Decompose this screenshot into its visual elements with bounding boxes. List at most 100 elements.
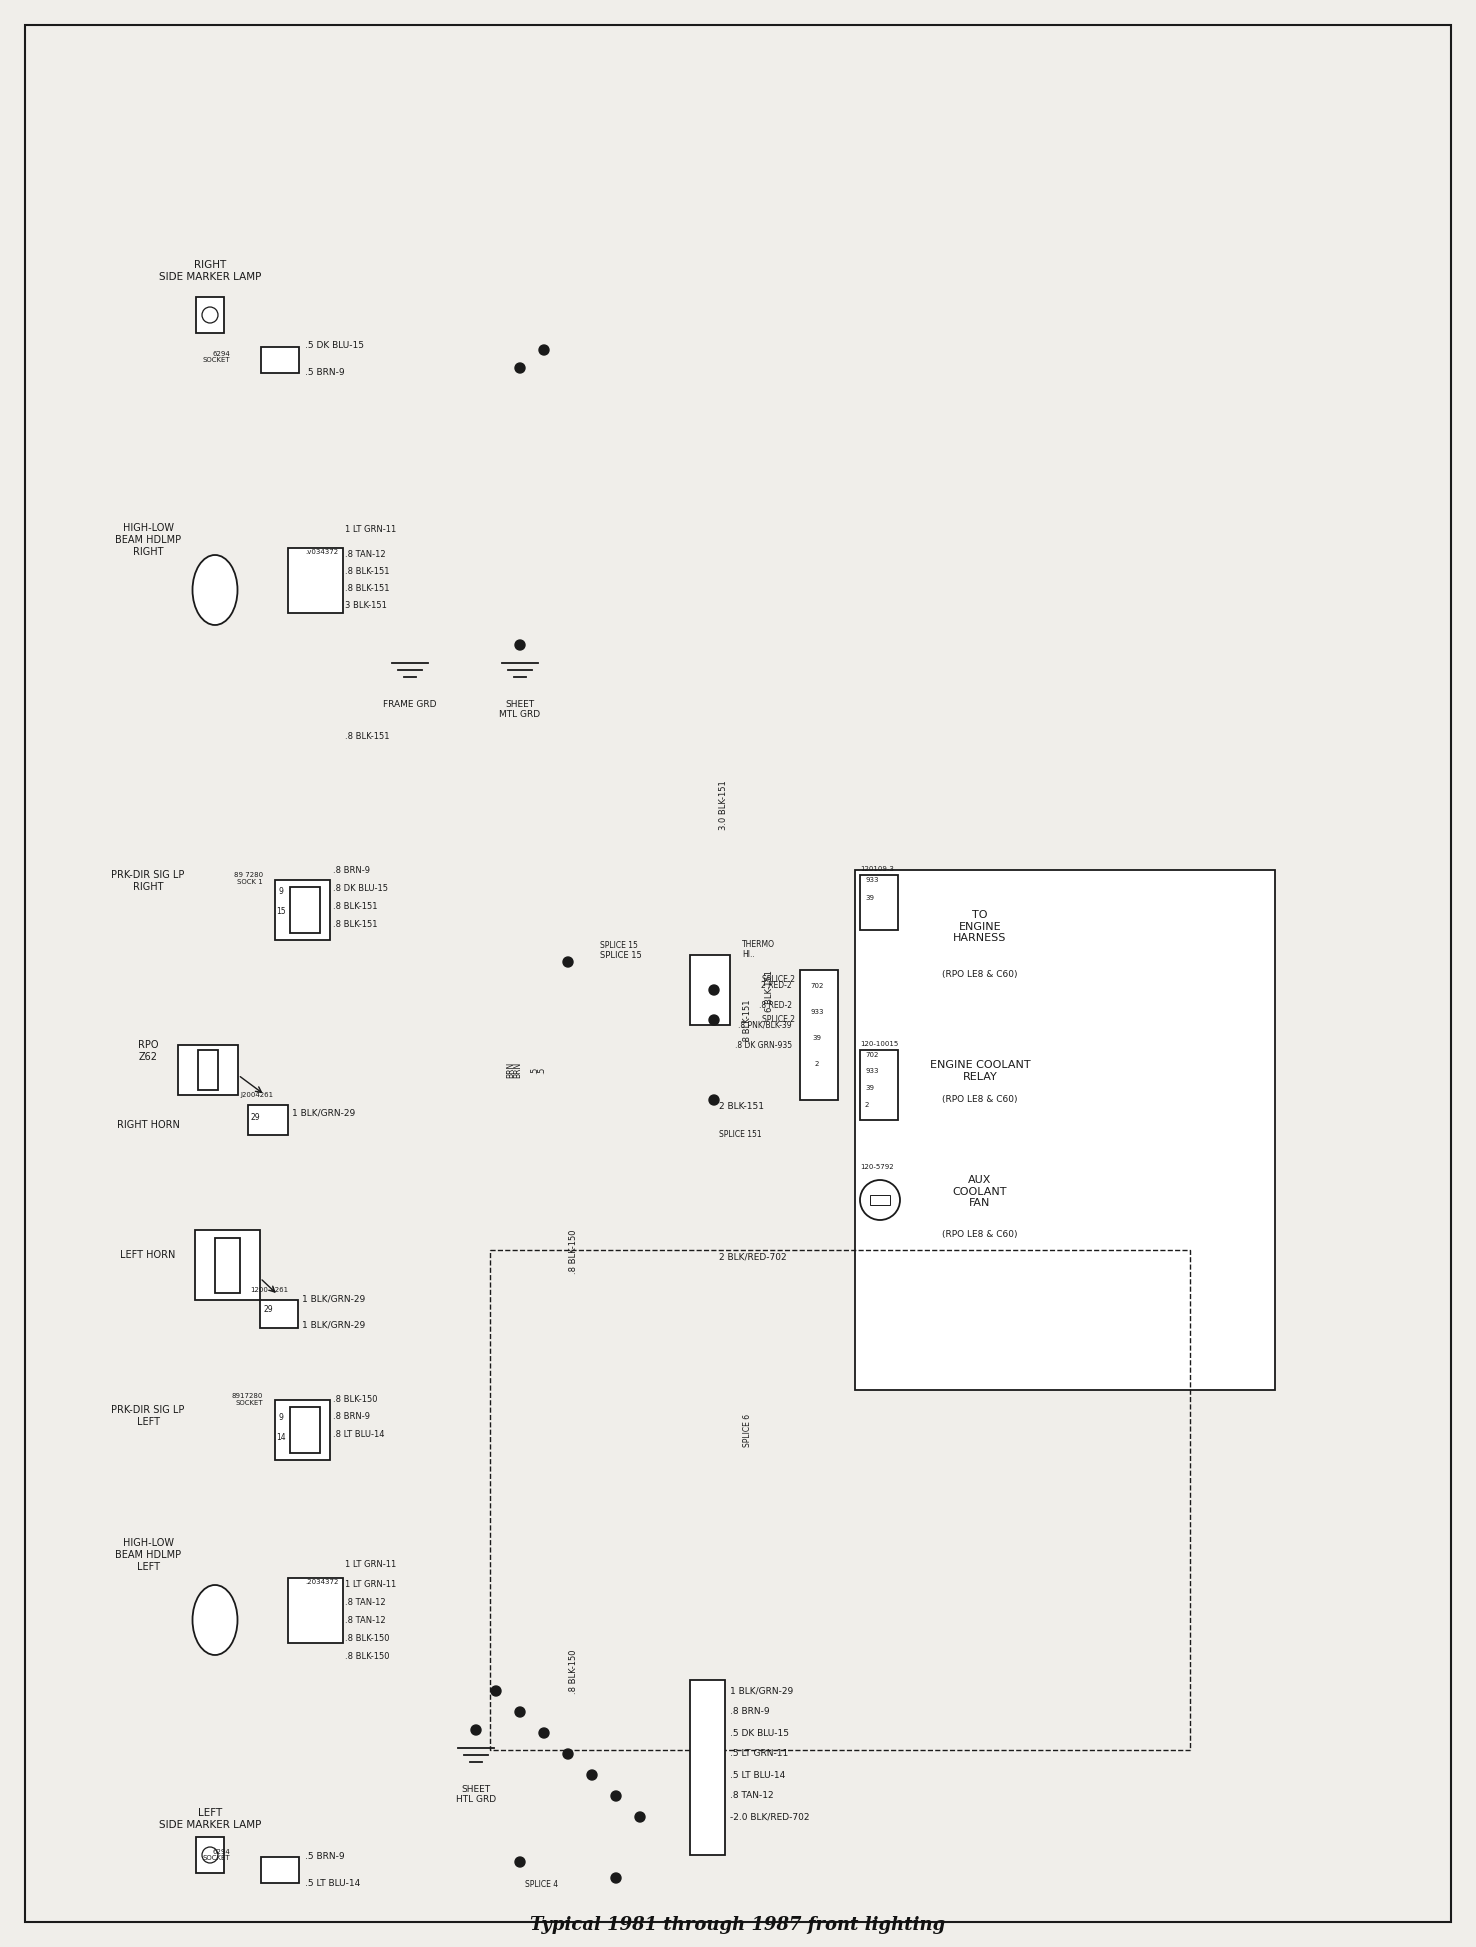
Text: .8 BLK-150: .8 BLK-150	[345, 1634, 390, 1643]
Text: (RPO LE8 & C60): (RPO LE8 & C60)	[942, 970, 1018, 979]
Text: .2034372: .2034372	[306, 1579, 338, 1585]
Text: .8 BLK-151: .8 BLK-151	[345, 732, 390, 742]
Bar	[215, 1238, 241, 1293]
Text: SPLICE 2: SPLICE 2	[762, 975, 796, 985]
Text: 1 BLK/GRN-29: 1 BLK/GRN-29	[731, 1686, 793, 1696]
Bar	[275, 1400, 331, 1460]
Text: J2004261: J2004261	[241, 1092, 273, 1098]
Text: .5 LT GRN-11: .5 LT GRN-11	[731, 1750, 788, 1758]
Text: LEFT
SIDE MARKER LAMP: LEFT SIDE MARKER LAMP	[159, 1809, 261, 1830]
Circle shape	[611, 1791, 621, 1801]
Bar	[261, 347, 300, 374]
Text: -2.0 BLK/RED-702: -2.0 BLK/RED-702	[731, 1813, 809, 1822]
Bar	[289, 1408, 320, 1452]
Text: RIGHT
SIDE MARKER LAMP: RIGHT SIDE MARKER LAMP	[159, 261, 261, 282]
Text: SPLICE 6: SPLICE 6	[742, 1414, 751, 1447]
Text: 14: 14	[276, 1433, 286, 1443]
Text: 120109-3: 120109-3	[861, 866, 894, 872]
Text: 9: 9	[279, 888, 283, 896]
Bar	[490, 1250, 1190, 1750]
Text: 1 LT GRN-11: 1 LT GRN-11	[345, 1560, 396, 1569]
Ellipse shape	[192, 555, 238, 625]
Text: 29: 29	[263, 1306, 273, 1314]
Text: .v034372: .v034372	[306, 549, 338, 555]
Text: 39: 39	[865, 896, 874, 901]
Text: 89 7280
SOCK 1: 89 7280 SOCK 1	[233, 872, 263, 886]
Text: .8 TAN-12: .8 TAN-12	[731, 1791, 773, 1801]
Text: (RPO LE8 & C60): (RPO LE8 & C60)	[942, 1231, 1018, 1238]
Circle shape	[611, 1873, 621, 1883]
Circle shape	[515, 1857, 525, 1867]
Bar	[179, 1046, 238, 1094]
Circle shape	[492, 1686, 500, 1696]
Bar	[861, 1049, 897, 1120]
Text: .5 LT BLU-14: .5 LT BLU-14	[731, 1770, 785, 1780]
Text: .8 BRN-9: .8 BRN-9	[334, 866, 370, 874]
Text: .8 RED-2: .8 RED-2	[759, 1001, 793, 1010]
Text: .8 TAN-12: .8 TAN-12	[345, 1598, 385, 1606]
Text: BRN: BRN	[506, 1061, 515, 1079]
Text: SPLICE 15: SPLICE 15	[601, 950, 642, 960]
Text: 2 BLK-151: 2 BLK-151	[719, 1102, 765, 1112]
Text: .8 BLK-150: .8 BLK-150	[345, 1651, 390, 1661]
Text: 29: 29	[251, 1112, 260, 1121]
Text: 1 LT GRN-11: 1 LT GRN-11	[345, 526, 396, 533]
Text: 120-10015: 120-10015	[861, 1042, 899, 1047]
Text: 8917280
SOCKET: 8917280 SOCKET	[232, 1392, 263, 1406]
Ellipse shape	[192, 1585, 238, 1655]
Circle shape	[539, 1729, 549, 1739]
Text: 1 LT GRN-11: 1 LT GRN-11	[345, 1581, 396, 1589]
Bar	[869, 1195, 890, 1205]
Bar	[689, 1680, 725, 1855]
Text: THERMO
HI..: THERMO HI..	[742, 940, 775, 960]
Text: .5: .5	[537, 1067, 546, 1073]
Circle shape	[861, 1180, 900, 1221]
Bar	[855, 870, 1275, 1390]
Text: (RPO LE8 & C60): (RPO LE8 & C60)	[942, 1094, 1018, 1104]
Text: .8 BRN-9: .8 BRN-9	[731, 1708, 769, 1717]
Text: .5 LT BLU-14: .5 LT BLU-14	[306, 1879, 360, 1889]
Bar	[196, 298, 224, 333]
Text: .8 LT BLU-14: .8 LT BLU-14	[334, 1429, 385, 1439]
Text: HIGH-LOW
BEAM HDLMP
RIGHT: HIGH-LOW BEAM HDLMP RIGHT	[115, 524, 182, 557]
Text: .5 BRN-9: .5 BRN-9	[306, 368, 344, 378]
Text: .8 BLK-151: .8 BLK-151	[345, 584, 390, 594]
Text: SHEET
HTL GRD: SHEET HTL GRD	[456, 1785, 496, 1805]
Text: 6294
SOCKET: 6294 SOCKET	[202, 350, 230, 364]
Text: 933: 933	[810, 1009, 824, 1014]
Text: .5 BRN-9: .5 BRN-9	[306, 1852, 344, 1861]
Text: 3.0 BLK-151: 3.0 BLK-151	[719, 781, 728, 829]
Text: 1200-4261: 1200-4261	[249, 1287, 288, 1293]
Text: .5: .5	[530, 1067, 539, 1073]
Circle shape	[562, 1748, 573, 1758]
Text: 3 BLK-151: 3 BLK-151	[345, 602, 387, 609]
Text: 6 BLK-151: 6 BLK-151	[765, 970, 773, 1012]
Text: RIGHT HORN: RIGHT HORN	[117, 1120, 180, 1129]
Text: FRAME GRD: FRAME GRD	[384, 701, 437, 709]
Text: AUX
COOLANT
FAN: AUX COOLANT FAN	[952, 1174, 1007, 1209]
Text: .8 BLK-150: .8 BLK-150	[334, 1394, 378, 1404]
Text: RPO
Z62: RPO Z62	[137, 1040, 158, 1061]
Text: .8 DK GRN-935: .8 DK GRN-935	[735, 1040, 793, 1049]
Text: 702: 702	[810, 983, 824, 989]
Text: PRK-DIR SIG LP
RIGHT: PRK-DIR SIG LP RIGHT	[111, 870, 184, 892]
Text: SPLICE 2: SPLICE 2	[762, 1016, 796, 1024]
Text: LEFT HORN: LEFT HORN	[121, 1250, 176, 1260]
Text: BRN: BRN	[514, 1061, 523, 1079]
Text: .8 BLK-151: .8 BLK-151	[334, 921, 378, 929]
Bar	[275, 880, 331, 940]
Circle shape	[515, 362, 525, 374]
Text: 702: 702	[865, 1051, 878, 1057]
Text: 39: 39	[812, 1036, 822, 1042]
Bar	[861, 874, 897, 931]
Text: 9: 9	[279, 1414, 283, 1423]
Text: SHEET
MTL GRD: SHEET MTL GRD	[499, 701, 540, 718]
Circle shape	[562, 958, 573, 968]
Text: 933: 933	[865, 1069, 878, 1075]
Text: .8 BLK-150: .8 BLK-150	[570, 1231, 579, 1275]
Bar	[288, 1577, 342, 1643]
Circle shape	[708, 1094, 719, 1106]
Text: 15: 15	[276, 907, 286, 917]
Text: 933: 933	[865, 876, 878, 884]
Circle shape	[539, 345, 549, 354]
